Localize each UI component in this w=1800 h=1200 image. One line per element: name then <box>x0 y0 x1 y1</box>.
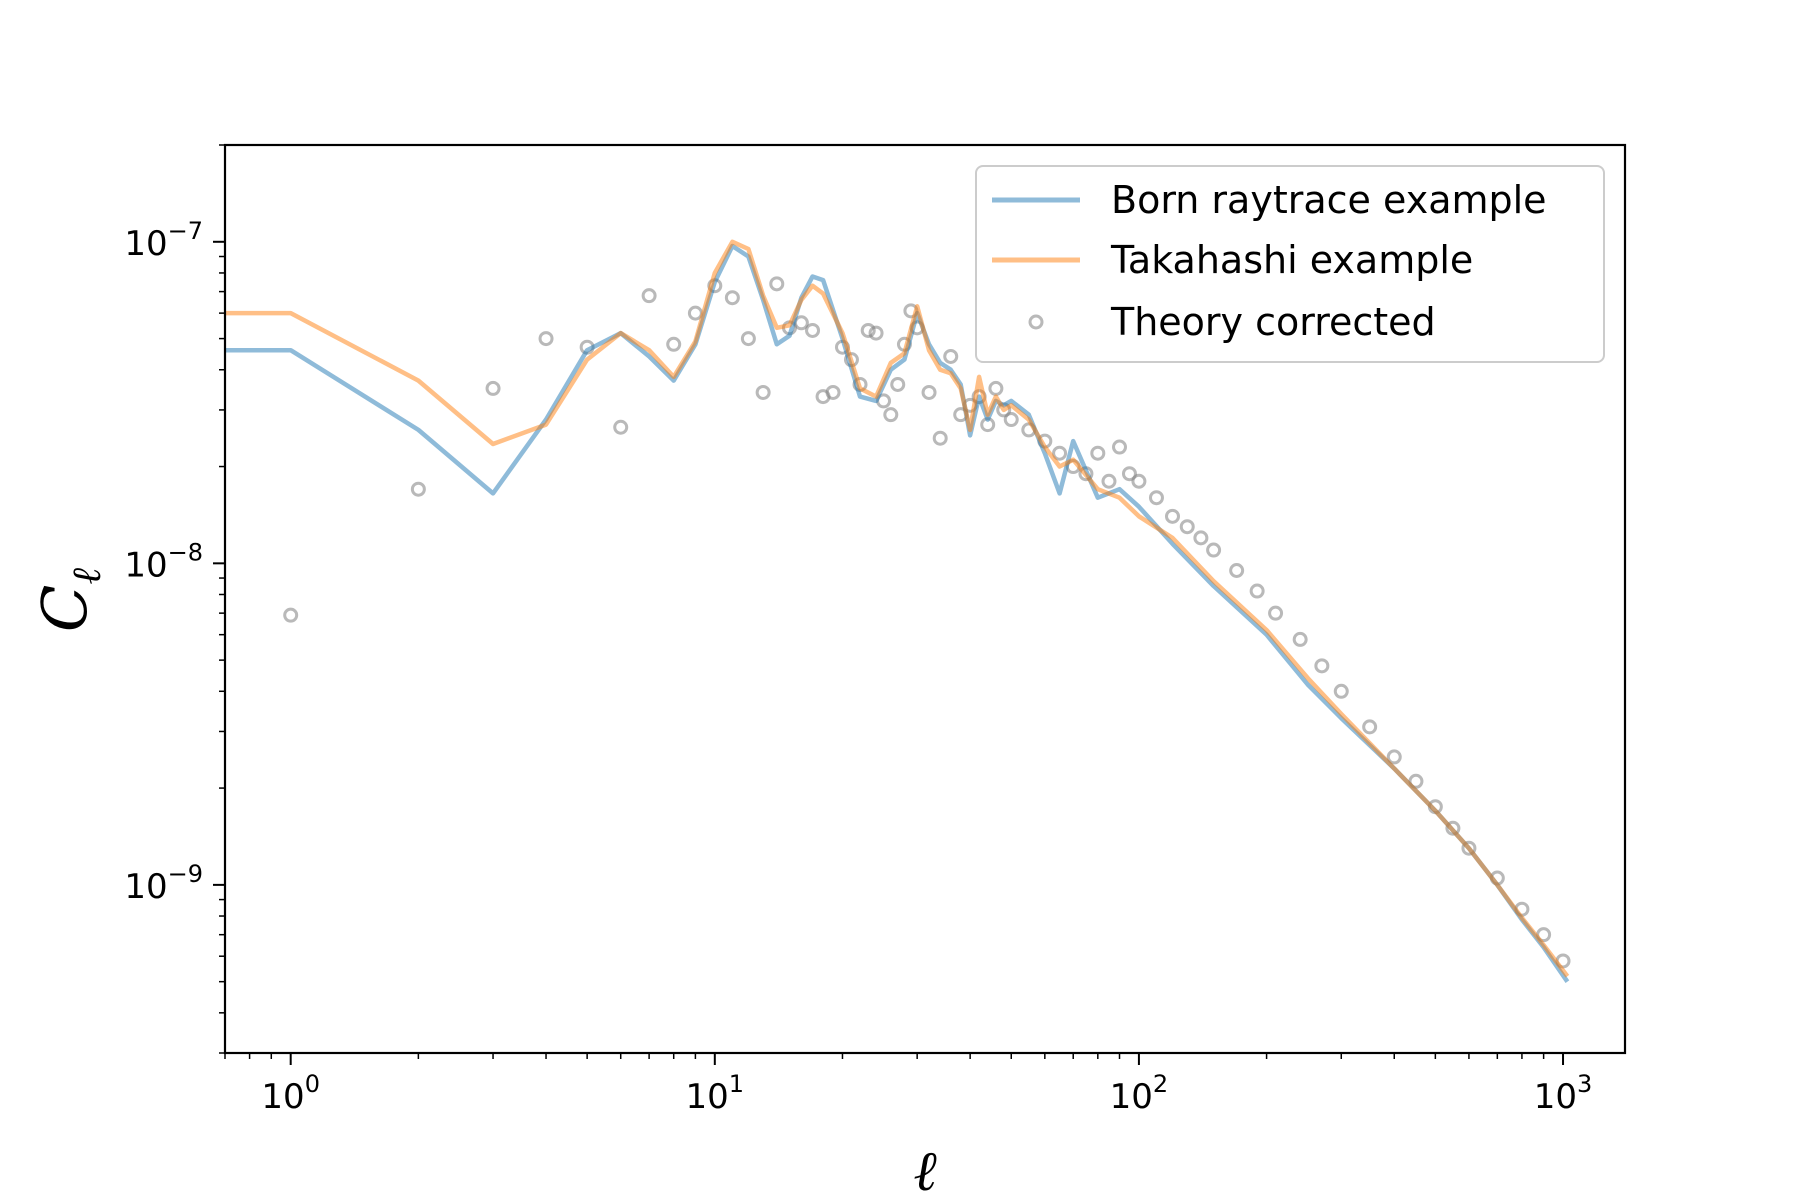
data-point <box>1461 840 1477 856</box>
data-point <box>1179 519 1195 535</box>
legend-label-theory-corrected: Theory corrected <box>1110 300 1436 344</box>
x-tick-label: 103 <box>1534 1070 1593 1117</box>
data-point <box>641 288 657 304</box>
legend-label-born-raytrace: Born raytrace example <box>1111 178 1547 222</box>
data-point <box>1314 658 1330 674</box>
x-axis-label: ℓ <box>913 1139 937 1200</box>
data-point <box>1386 749 1402 765</box>
data-point <box>1164 508 1180 524</box>
data-point <box>740 331 756 347</box>
plot-area <box>225 239 1571 983</box>
legend-box <box>975 165 1605 363</box>
data-point <box>1131 473 1147 489</box>
data-point <box>868 325 884 341</box>
data-point <box>825 384 841 400</box>
data-point <box>1229 562 1245 578</box>
x-tick-label: 100 <box>261 1070 320 1117</box>
data-point <box>883 407 899 423</box>
data-point <box>1193 530 1209 546</box>
data-point <box>769 276 785 292</box>
data-point <box>921 384 937 400</box>
data-point <box>932 430 948 446</box>
data-point <box>283 607 299 623</box>
y-tick-label: 10−9 <box>124 860 203 907</box>
data-point <box>1101 473 1117 489</box>
data-point <box>410 481 426 497</box>
data-point <box>755 384 771 400</box>
x-tick-label: 101 <box>686 1070 745 1117</box>
data-point <box>805 322 821 338</box>
y-tick-label: 10−7 <box>124 217 203 264</box>
data-point <box>1249 583 1265 599</box>
data-point <box>1148 490 1164 506</box>
x-tick-label: 102 <box>1110 1070 1169 1117</box>
data-point <box>666 336 682 352</box>
data-point <box>1003 412 1019 428</box>
legend: Born raytrace example Takahashi example … <box>975 165 1605 363</box>
data-point <box>1206 542 1222 558</box>
legend-marker-theory-corrected <box>1028 314 1044 330</box>
data-point <box>890 376 906 392</box>
data-point <box>1445 820 1461 836</box>
data-point <box>1292 631 1308 647</box>
data-point <box>1112 439 1128 455</box>
data-point <box>538 331 554 347</box>
series-line-takahashi-example <box>225 239 1570 978</box>
axis-ticks: 100 101 102 103 10−9 10−8 10−7 <box>124 144 1593 1117</box>
data-point <box>1408 773 1424 789</box>
data-point <box>485 380 501 396</box>
data-point <box>1052 445 1068 461</box>
data-point <box>1090 445 1106 461</box>
data-point <box>1362 719 1378 735</box>
data-point <box>860 322 876 338</box>
data-point <box>613 419 629 435</box>
axes-frame <box>223 143 1627 1055</box>
data-point <box>1333 683 1349 699</box>
legend-label-takahashi: Takahashi example <box>1110 238 1473 282</box>
y-axis-label: Cℓ <box>28 568 110 632</box>
data-point <box>1268 605 1284 621</box>
y-tick-label: 10−8 <box>124 538 203 585</box>
data-point <box>1121 466 1137 482</box>
data-point <box>943 348 959 364</box>
data-point <box>724 290 740 306</box>
